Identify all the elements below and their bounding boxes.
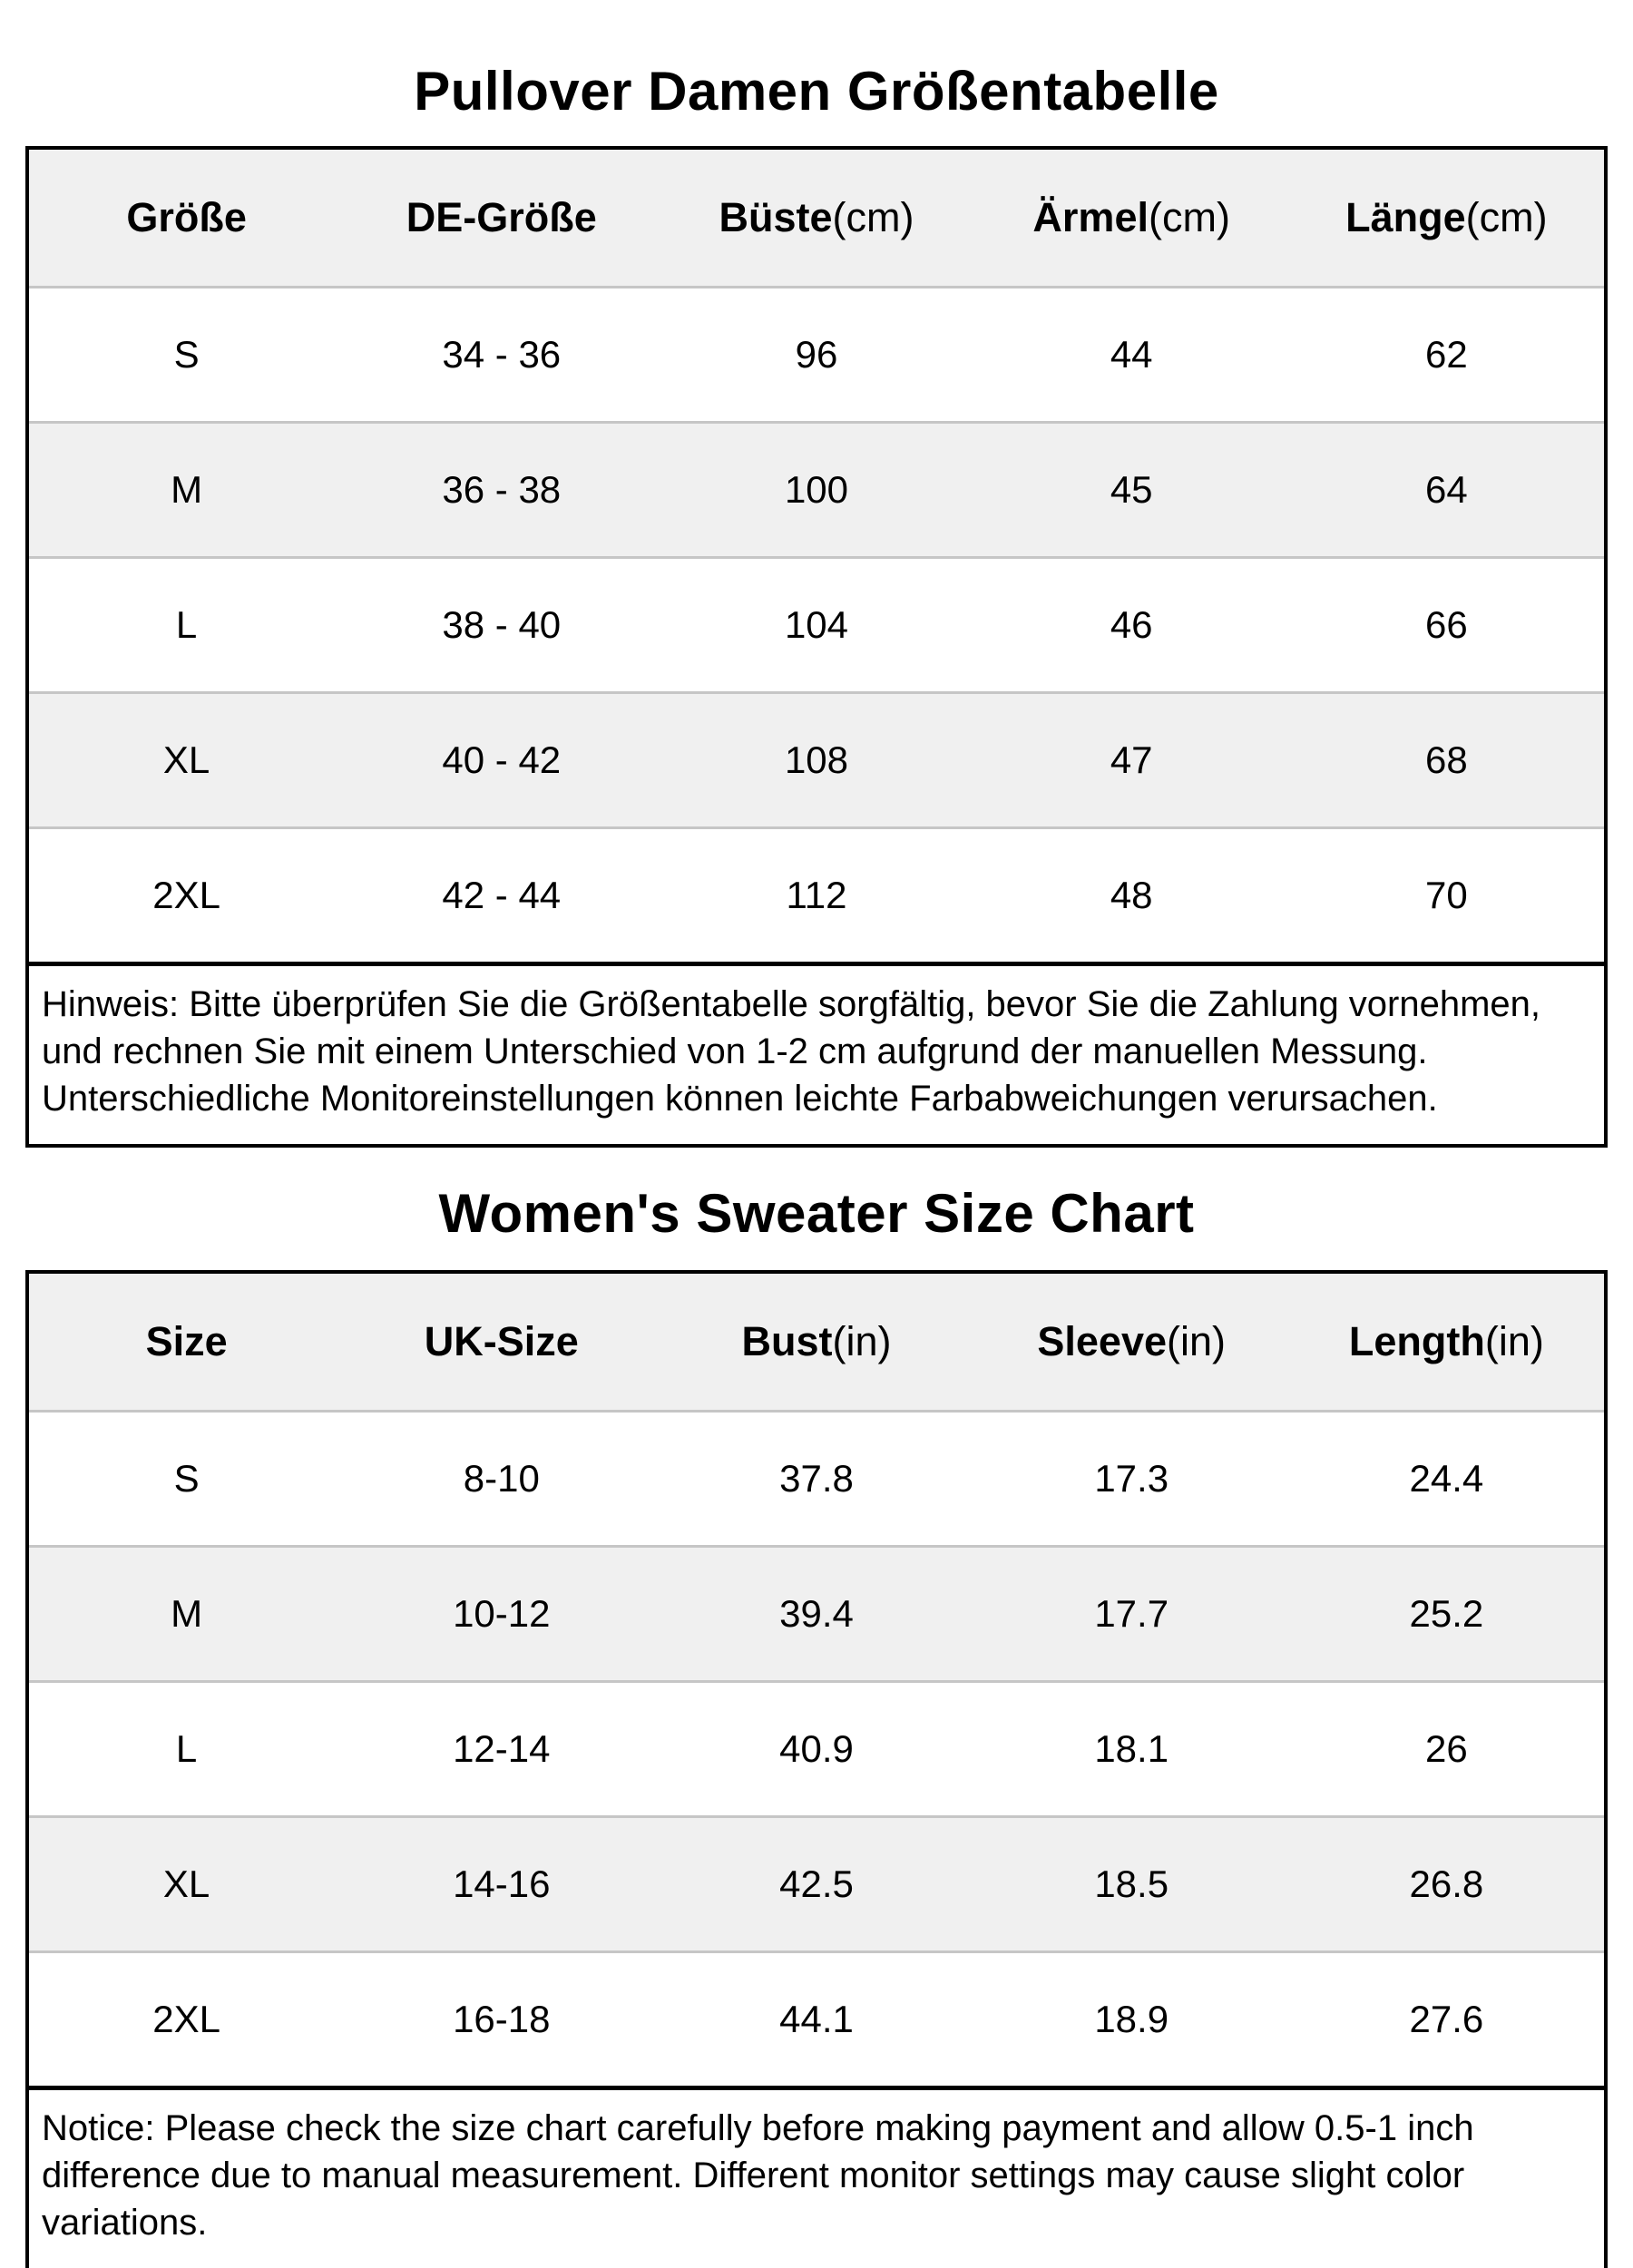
table-row-l: L 38 - 40 104 46 66 [29,556,1604,691]
table-cell: XL [162,1862,210,1905]
column-header-bust: Bust(in) [659,1318,973,1365]
table-cell: 112 [786,874,847,916]
table-cell: 40 - 42 [442,738,562,781]
table-cell: 34 - 36 [442,333,562,376]
table-cell: 27.6 [1409,1998,1484,2040]
table-cell: M [171,1592,203,1635]
column-header-length: Length(in) [1289,1318,1604,1365]
table-cell: 45 [1110,468,1153,511]
table-cell: 96 [795,333,838,376]
table-row-s: S 34 - 36 96 44 62 [29,286,1604,421]
table-cell: 66 [1425,603,1468,646]
table-cell: 26 [1425,1727,1468,1770]
table-cell: 68 [1425,738,1468,781]
column-header-label: UK-Size [424,1318,579,1364]
column-header-laenge: Länge(cm) [1289,194,1604,241]
table-cell: 40.9 [779,1727,854,1770]
table-cell: 2XL [152,874,220,916]
column-header-unit: (in) [1484,1318,1544,1364]
column-header-de-groesse: DE-Größe [344,194,659,241]
table-cell: 39.4 [779,1592,854,1635]
table-header-row: Größe DE-Größe Büste(cm) Ärmel(cm) Länge… [29,150,1604,286]
table-cell: 100 [784,468,849,511]
column-header-unit: (in) [832,1318,892,1364]
table-cell: 46 [1110,603,1153,646]
column-header-label: Büste [719,194,833,240]
table-cell: 108 [784,738,849,781]
table-cell: XL [162,738,210,781]
table-cell: 25.2 [1409,1592,1484,1635]
table-cell: L [175,1727,198,1770]
table-cell: 16-18 [453,1998,551,2040]
english-table-notice: Notice: Please check the size chart care… [29,2086,1604,2268]
column-header-uk-size: UK-Size [344,1318,659,1365]
table-row-xl: XL 40 - 42 108 47 68 [29,691,1604,826]
table-cell: 14-16 [453,1862,551,1905]
table-cell: 64 [1425,468,1468,511]
table-row-2xl: 2XL 42 - 44 112 48 70 [29,826,1604,962]
column-header-unit: (cm) [832,194,914,240]
table-cell: L [175,603,198,646]
column-header-label: DE-Größe [406,194,597,240]
english-table-title: Women's Sweater Size Chart [438,1183,1195,1244]
column-header-sleeve: Sleeve(in) [974,1318,1289,1365]
column-header-size: Size [29,1318,344,1365]
table-cell: 70 [1425,874,1468,916]
table-row-2xl: 2XL 16-18 44.1 18.9 27.6 [29,1950,1604,2086]
column-header-label: Länge [1345,194,1466,240]
table-cell: S [173,333,200,376]
german-size-table: Größe DE-Größe Büste(cm) Ärmel(cm) Länge… [25,146,1608,1148]
table-row-l: L 12-14 40.9 18.1 26 [29,1680,1604,1815]
table-cell: M [171,468,203,511]
column-header-bueste: Büste(cm) [659,194,973,241]
table-cell: 42 - 44 [442,874,562,916]
table-cell: 8-10 [463,1457,540,1500]
table-header-row: Size UK-Size Bust(in) Sleeve(in) Length(… [29,1274,1604,1410]
column-header-label: Size [145,1318,228,1364]
column-header-label: Ärmel [1032,194,1149,240]
table-cell: 44 [1110,333,1153,376]
column-header-label: Bust [741,1318,833,1364]
german-table-title: Pullover Damen Größentabelle [414,61,1219,122]
table-row-s: S 8-10 37.8 17.3 24.4 [29,1410,1604,1545]
column-header-unit: (cm) [1465,194,1548,240]
table-cell: 37.8 [779,1457,854,1500]
column-header-unit: (in) [1167,1318,1226,1364]
table-cell: S [173,1457,200,1500]
table-cell: 104 [784,603,849,646]
table-cell: 18.5 [1094,1862,1169,1905]
column-header-aermel: Ärmel(cm) [974,194,1289,241]
table-cell: 38 - 40 [442,603,562,646]
english-size-table: Size UK-Size Bust(in) Sleeve(in) Length(… [25,1270,1608,2268]
table-cell: 48 [1110,874,1153,916]
column-header-label: Größe [126,194,247,240]
table-cell: 2XL [152,1998,220,2040]
table-cell: 26.8 [1409,1862,1484,1905]
table-cell: 36 - 38 [442,468,562,511]
table-cell: 18.9 [1094,1998,1169,2040]
table-cell: 62 [1425,333,1468,376]
table-cell: 47 [1110,738,1153,781]
column-header-unit: (cm) [1148,194,1230,240]
german-table-notice: Hinweis: Bitte überprüfen Sie die Größen… [29,962,1604,1144]
table-cell: 10-12 [453,1592,551,1635]
table-cell: 44.1 [779,1998,854,2040]
table-cell: 17.7 [1094,1592,1169,1635]
table-cell: 24.4 [1409,1457,1484,1500]
table-cell: 18.1 [1094,1727,1169,1770]
table-row-m: M 10-12 39.4 17.7 25.2 [29,1545,1604,1680]
column-header-label: Length [1348,1318,1485,1364]
table-row-xl: XL 14-16 42.5 18.5 26.8 [29,1815,1604,1950]
table-cell: 17.3 [1094,1457,1169,1500]
table-cell: 12-14 [453,1727,551,1770]
column-header-groesse: Größe [29,194,344,241]
table-cell: 42.5 [779,1862,854,1905]
table-row-m: M 36 - 38 100 45 64 [29,421,1604,556]
column-header-label: Sleeve [1037,1318,1167,1364]
